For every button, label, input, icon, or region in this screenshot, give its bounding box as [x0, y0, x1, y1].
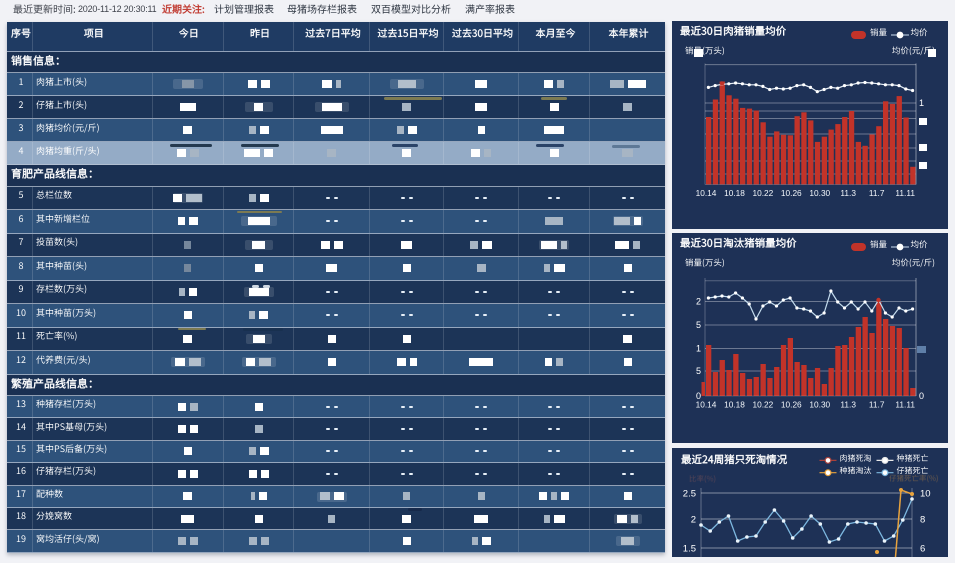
svg-text:11.11: 11.11: [895, 400, 915, 410]
svg-text:10.22: 10.22: [753, 400, 774, 410]
svg-text:2: 2: [691, 515, 696, 526]
svg-text:11.7: 11.7: [869, 188, 885, 198]
svg-text:0: 0: [696, 391, 701, 401]
svg-text:6: 6: [920, 544, 925, 555]
svg-text:10.26: 10.26: [781, 400, 802, 410]
svg-text:2: 2: [696, 297, 701, 307]
svg-text:1: 1: [696, 344, 701, 354]
svg-text:11.3: 11.3: [840, 400, 856, 410]
svg-text:8: 8: [920, 515, 925, 526]
svg-text:11.3: 11.3: [840, 188, 856, 198]
svg-text:5: 5: [696, 320, 701, 330]
svg-text:1: 1: [919, 98, 924, 108]
svg-text:10.18: 10.18: [724, 400, 745, 410]
svg-text:11.7: 11.7: [869, 400, 885, 410]
svg-text:10.30: 10.30: [809, 188, 830, 198]
svg-text:5: 5: [696, 366, 701, 376]
svg-text:10.14: 10.14: [696, 400, 717, 410]
svg-text:2.5: 2.5: [683, 489, 696, 500]
svg-text:0: 0: [919, 391, 924, 401]
svg-text:10.14: 10.14: [696, 188, 717, 198]
svg-text:11.11: 11.11: [895, 188, 915, 198]
svg-text:10.26: 10.26: [781, 188, 802, 198]
svg-text:10.22: 10.22: [753, 188, 774, 198]
svg-text:10.18: 10.18: [724, 188, 745, 198]
svg-text:10: 10: [920, 489, 931, 500]
svg-text:1.5: 1.5: [683, 544, 696, 555]
svg-text:10.30: 10.30: [809, 400, 830, 410]
